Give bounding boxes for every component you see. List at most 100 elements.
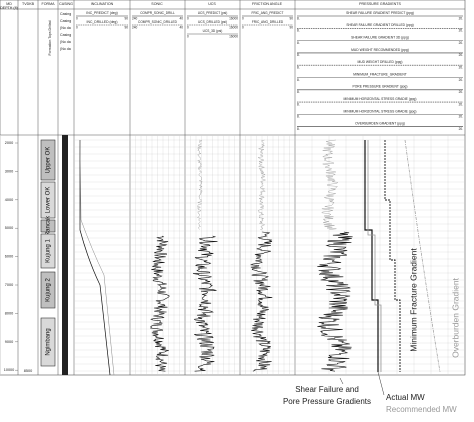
actual-mw	[364, 140, 379, 372]
scale-min: 8.	[297, 16, 300, 20]
casing-entry: Casing	[60, 33, 71, 37]
scale-max: 90	[124, 16, 128, 20]
md-label: 3000	[5, 169, 13, 173]
casing-entry: Casing	[60, 12, 71, 16]
formation-name: Ngimbang	[46, 328, 52, 355]
curve-name: MUD WEIGHT RECOMMENDED (ppg)	[351, 48, 409, 52]
casing-entry: Casing	[60, 19, 71, 23]
curve-name: MUD WEIGHT DRILLED (ppg)	[357, 60, 402, 64]
formation-box	[40, 139, 56, 181]
md-label: 10000	[4, 368, 15, 372]
md-label: 2000	[5, 141, 13, 145]
scale-max: 40	[179, 16, 183, 20]
scale-min: 0	[242, 25, 244, 29]
scale-max: 20.	[459, 66, 464, 70]
log-curve	[196, 139, 203, 230]
scale-max: 20.	[459, 102, 464, 106]
scale-max: 16000	[229, 25, 238, 29]
formation-header: Formation Tops Drilled	[48, 20, 52, 55]
annotation: Pore Pressure Gradients	[283, 397, 371, 406]
formation-box	[40, 233, 56, 269]
scale-min: 8.	[297, 29, 300, 33]
curve-name: COMPR_SONIC_DRILL	[140, 11, 175, 15]
curve-name: SHEAR FAILURE GRADIENT 3D (ppg)	[351, 35, 409, 39]
curve-name: UCS_PREDICT (psi)	[198, 11, 228, 15]
column-title: TVDKB	[22, 2, 35, 6]
formation-box	[40, 219, 56, 233]
scale-max: 20.	[459, 29, 464, 33]
curve-name: INC_DRILLED (deg)	[87, 20, 118, 24]
log-curve	[192, 235, 218, 372]
column-title: FORMA	[42, 2, 56, 6]
scale-max: 20.	[459, 115, 464, 119]
recommended-mw	[367, 140, 382, 372]
scale-min: 8.	[297, 102, 300, 106]
scale-min: 8.	[297, 127, 300, 131]
scale-max: 40	[179, 25, 183, 29]
inclination-curve	[79, 139, 115, 376]
scale-max: 20.	[459, 78, 464, 82]
annotation: Minimum Fracture Gradient	[408, 248, 418, 352]
casing-entry: (No da	[60, 26, 71, 30]
scale-max: 20.	[459, 41, 464, 45]
scale-max: 16000	[229, 34, 238, 38]
casing-entry: (No da	[60, 47, 71, 51]
scale-min: 8.	[297, 66, 300, 70]
curve-name: FRIC_ANG_DRILLED	[252, 20, 284, 24]
curve-name: UCS_3D (psi)	[203, 29, 223, 33]
scale-min: 240	[132, 25, 138, 29]
log-curve	[321, 139, 339, 230]
log-curve	[149, 235, 170, 372]
annotation: Shear Failure and	[295, 385, 359, 394]
annotation: Actual MW	[386, 393, 425, 402]
column-title: CASING	[59, 2, 73, 6]
scale-min: 0	[187, 25, 189, 29]
formation-name: Kujung 2	[46, 277, 52, 301]
scale-min: 8.	[297, 41, 300, 45]
column-title: UCS	[208, 2, 216, 6]
scale-max: 90	[124, 25, 128, 29]
curve-name: SHEAR FAILURE GRADIENT PREDICT (ppg)	[346, 11, 414, 15]
md-label: 6000	[5, 255, 13, 259]
min-fracture-gradient	[384, 140, 401, 372]
formation-name: Upper OK	[46, 147, 52, 174]
scale-max: 90	[289, 25, 293, 29]
column-title: DEPTH (ft)	[0, 6, 18, 10]
column-title: INCLINATION	[91, 2, 114, 6]
curve-name: MINIMUM_FRACTURE_GRADIENT	[353, 72, 406, 76]
column-title: SONIC	[151, 2, 163, 6]
scale-min: 8.	[297, 53, 300, 57]
md-label: 9000	[5, 340, 13, 344]
scale-max: 20.	[459, 53, 464, 57]
formation-name: Lower OK	[46, 187, 52, 214]
curve-name: OVERBURDEN GRADIENT (ppg)	[355, 122, 405, 126]
scale-min: 8.	[297, 78, 300, 82]
pointer	[377, 371, 385, 396]
column-title: PRESSURE GRADIENTS	[359, 2, 401, 6]
scale-max: 20.	[459, 16, 464, 20]
formation-box	[40, 317, 56, 367]
log-curve	[317, 231, 353, 372]
curve-name: SHEAR FAILURE GRADIENT DRILLED (ppg)	[346, 23, 413, 27]
scale-min: 0	[187, 16, 189, 20]
column-title: FRICTION ANGLE	[252, 2, 283, 6]
annotation: Recommended MW	[386, 405, 457, 414]
scale-max: 20.	[459, 127, 464, 131]
scale-min: 0	[187, 34, 189, 38]
md-label: 7000	[5, 283, 13, 287]
curve-name: FRIC_ANG_PREDICT	[252, 11, 284, 15]
scale-min: 8.	[297, 90, 300, 94]
annotation: Overburden Gradient	[450, 277, 460, 357]
scale-min: 0	[76, 25, 78, 29]
column-title: MD	[6, 2, 12, 6]
curve-name: COMPR_SONIC_DRILLED	[138, 20, 178, 24]
scale-max: 20.	[459, 90, 464, 94]
casing-entry: (No da	[60, 40, 71, 44]
log-curve	[257, 139, 266, 230]
md-label: 8000	[5, 311, 13, 315]
md-label: 5000	[5, 226, 13, 230]
overburden-gradient	[404, 139, 441, 373]
md-label: 4000	[5, 198, 13, 202]
scale-min: 8.	[297, 115, 300, 119]
